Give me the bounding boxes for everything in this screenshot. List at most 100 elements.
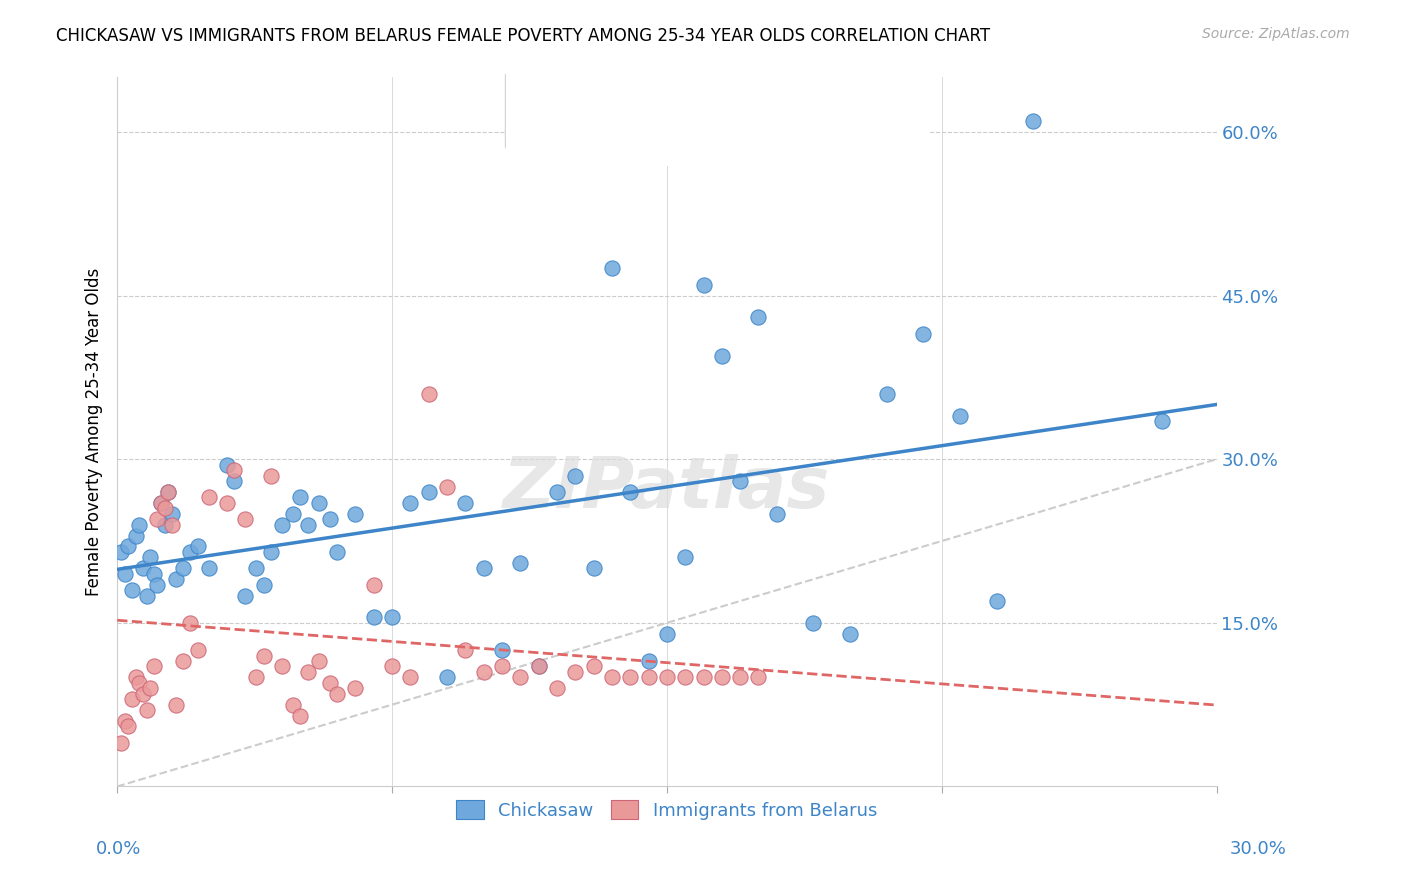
Point — [527, 659, 550, 673]
Point — [146, 512, 169, 526]
Point — [673, 550, 696, 565]
Point — [235, 589, 257, 603]
Point — [509, 670, 531, 684]
Point — [160, 517, 183, 532]
Point — [655, 626, 678, 640]
Point — [710, 349, 733, 363]
Point — [132, 687, 155, 701]
Point — [297, 517, 319, 532]
Point — [986, 594, 1008, 608]
Point — [728, 670, 751, 684]
Point — [381, 610, 404, 624]
Point — [491, 643, 513, 657]
Point — [765, 507, 787, 521]
Point — [710, 670, 733, 684]
Point — [564, 665, 586, 679]
Point — [117, 540, 139, 554]
Point — [187, 540, 209, 554]
Point — [344, 507, 367, 521]
Point — [198, 561, 221, 575]
Point — [187, 643, 209, 657]
Point — [564, 468, 586, 483]
Text: 0.0%: 0.0% — [96, 840, 141, 858]
Point — [399, 670, 422, 684]
Point — [157, 485, 180, 500]
Point — [121, 692, 143, 706]
Point — [1150, 414, 1173, 428]
Point — [224, 474, 246, 488]
Point — [114, 566, 136, 581]
Point — [527, 659, 550, 673]
Point — [142, 659, 165, 673]
Point — [217, 496, 239, 510]
Point — [546, 485, 568, 500]
Point — [308, 654, 330, 668]
Point — [117, 719, 139, 733]
Point — [600, 261, 623, 276]
Point — [160, 507, 183, 521]
Point — [297, 665, 319, 679]
Point — [418, 485, 440, 500]
Point — [454, 643, 477, 657]
Point — [179, 545, 201, 559]
Point — [692, 670, 714, 684]
Point — [454, 496, 477, 510]
Point — [139, 550, 162, 565]
Text: 30.0%: 30.0% — [1230, 840, 1286, 858]
Point — [128, 676, 150, 690]
Point — [381, 659, 404, 673]
Point — [319, 512, 342, 526]
Point — [399, 496, 422, 510]
Point — [619, 485, 641, 500]
Point — [153, 501, 176, 516]
Text: CHICKASAW VS IMMIGRANTS FROM BELARUS FEMALE POVERTY AMONG 25-34 YEAR OLDS CORREL: CHICKASAW VS IMMIGRANTS FROM BELARUS FEM… — [56, 27, 990, 45]
Point — [245, 561, 267, 575]
Point — [747, 670, 769, 684]
Point — [135, 703, 157, 717]
Point — [319, 676, 342, 690]
Point — [637, 654, 659, 668]
Point — [747, 310, 769, 325]
Point — [217, 458, 239, 472]
Point — [150, 496, 173, 510]
Point — [1022, 114, 1045, 128]
Point — [198, 491, 221, 505]
Point — [165, 572, 187, 586]
Point — [876, 386, 898, 401]
Point — [912, 326, 935, 341]
Point — [153, 517, 176, 532]
Point — [546, 681, 568, 696]
Point — [110, 545, 132, 559]
Point — [172, 654, 194, 668]
Point — [253, 577, 276, 591]
Point — [172, 561, 194, 575]
Point — [235, 512, 257, 526]
Point — [803, 615, 825, 630]
Point — [363, 610, 385, 624]
Point — [436, 670, 458, 684]
Point — [271, 659, 294, 673]
Point — [110, 736, 132, 750]
Point — [124, 670, 146, 684]
Point — [245, 670, 267, 684]
Point — [271, 517, 294, 532]
Point — [281, 507, 304, 521]
Point — [582, 561, 605, 575]
Point — [179, 615, 201, 630]
Point — [692, 277, 714, 292]
Legend: Chickasaw, Immigrants from Belarus: Chickasaw, Immigrants from Belarus — [441, 786, 891, 834]
Point — [290, 708, 312, 723]
Point — [728, 474, 751, 488]
Point — [326, 545, 349, 559]
Point — [839, 626, 862, 640]
Point — [132, 561, 155, 575]
Point — [253, 648, 276, 663]
Point — [363, 577, 385, 591]
Point — [655, 670, 678, 684]
Point — [436, 479, 458, 493]
Point — [114, 714, 136, 728]
Point — [509, 556, 531, 570]
Point — [619, 670, 641, 684]
Point — [157, 485, 180, 500]
Point — [290, 491, 312, 505]
